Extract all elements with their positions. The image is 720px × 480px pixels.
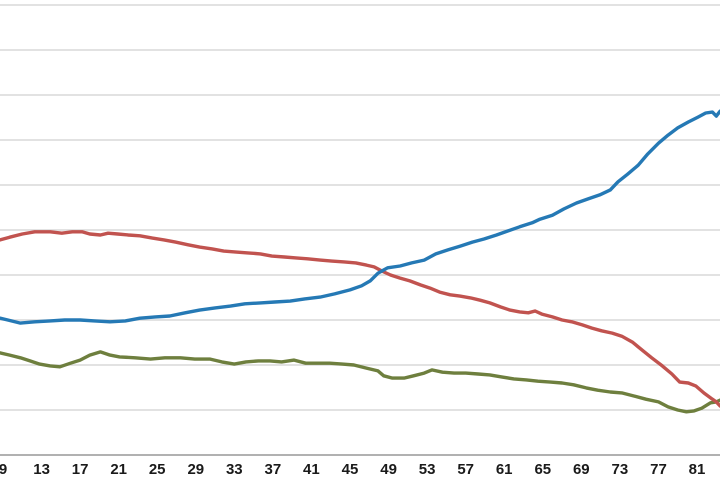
x-tick-label: 53: [419, 461, 436, 478]
x-tick-label: 37: [265, 461, 282, 478]
series-line-blue: [0, 109, 720, 325]
x-tick-label: 81: [689, 461, 706, 478]
x-tick-label: 9: [0, 461, 7, 478]
x-tick-label: 45: [342, 461, 359, 478]
x-tick-label: 73: [612, 461, 629, 478]
series-line-red: [0, 230, 720, 408]
x-tick-label: 21: [110, 461, 127, 478]
x-tick-label: 57: [457, 461, 474, 478]
series-line-olive: [0, 350, 720, 414]
x-tick-label: 77: [650, 461, 667, 478]
x-tick-label: 41: [303, 461, 320, 478]
x-tick-label: 69: [573, 461, 590, 478]
x-tick-label: 13: [33, 461, 50, 478]
x-tick-label: 33: [226, 461, 243, 478]
x-tick-label: 49: [380, 461, 397, 478]
x-tick-label: 61: [496, 461, 513, 478]
x-tick-label: 65: [534, 461, 551, 478]
x-tick-label: 17: [72, 461, 89, 478]
x-tick-label: 29: [187, 461, 204, 478]
x-tick-label: 25: [149, 461, 166, 478]
